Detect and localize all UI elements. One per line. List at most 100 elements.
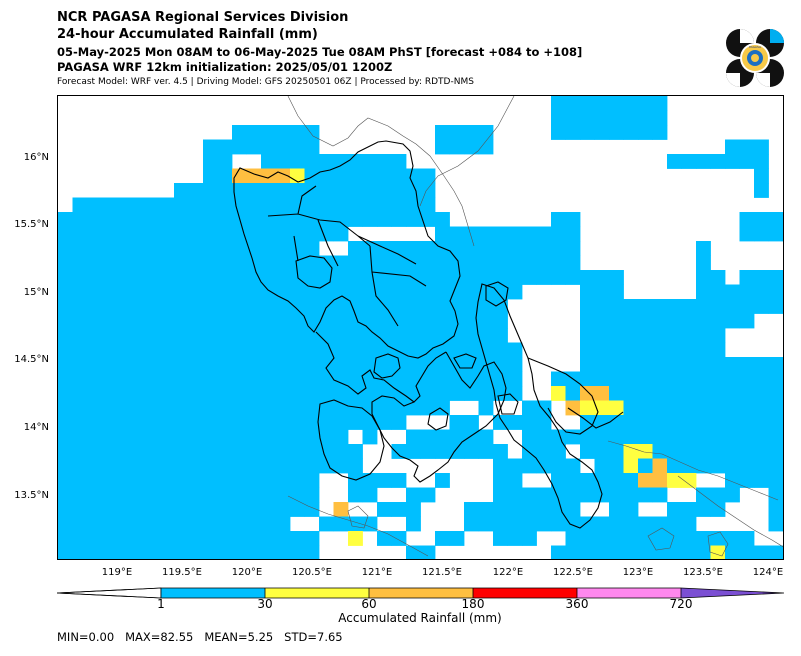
rainfall-cell [275, 197, 291, 213]
rainfall-cell [261, 386, 276, 401]
rainfall-cell [667, 386, 682, 401]
rainfall-cell [507, 487, 523, 503]
rainfall-cell [58, 284, 73, 300]
rainfall-cell [101, 197, 117, 213]
rainfall-cell [159, 357, 175, 372]
colorbar-tick: 30 [257, 597, 273, 611]
colorbar-segment [161, 588, 265, 598]
rainfall-cell [609, 415, 624, 430]
lon-label: 123°E [622, 567, 654, 578]
rainfall-cell [464, 357, 479, 372]
rainfall-cell [754, 183, 769, 198]
rainfall-cell [101, 313, 117, 329]
rainfall-cell [623, 487, 639, 503]
rainfall-cell [116, 458, 131, 474]
rainfall-cell [377, 415, 392, 430]
rainfall-cell [203, 328, 218, 343]
rainfall-cell [275, 429, 291, 445]
rainfall-cell [768, 400, 783, 416]
rainfall-cell [145, 545, 160, 559]
rainfall-map[interactable] [57, 95, 784, 560]
rainfall-cell [739, 458, 755, 474]
rainfall-cell [290, 154, 305, 169]
rainfall-cell [188, 342, 204, 358]
rainfall-cell [551, 110, 566, 126]
rainfall-cell [725, 371, 740, 387]
rainfall-cell [159, 473, 175, 488]
lon-label: 120°E [231, 567, 263, 578]
colorbar-min-extension [57, 587, 162, 599]
rainfall-cell [594, 458, 610, 474]
rainfall-cell [203, 183, 218, 198]
rainfall-cell [87, 516, 102, 532]
rainfall-cell [507, 342, 523, 358]
rainfall-cell [783, 386, 784, 401]
rainfall-cell [783, 299, 784, 314]
rainfall-cell [333, 415, 349, 430]
rainfall-cell [725, 284, 740, 300]
laguna-lake [373, 353, 401, 379]
rainfall-cell [551, 255, 566, 271]
rainfall-cell [609, 458, 624, 474]
rainfall-cell [783, 488, 784, 503]
colorbar-max-extension [681, 588, 784, 598]
rainfall-cell [522, 415, 537, 430]
rainfall-cell [319, 284, 334, 300]
rainfall-cell [580, 473, 595, 488]
rainfall-cell [188, 473, 204, 488]
rainfall-cell [333, 270, 349, 285]
rainfall-cell [87, 444, 102, 459]
rainfall-cell [580, 531, 595, 546]
rainfall-cell [145, 531, 160, 546]
rainfall-cell [652, 96, 668, 111]
rainfall-cell [420, 487, 436, 503]
rainfall-cell [348, 270, 363, 285]
rainfall-cell [319, 444, 334, 459]
rainfall-cell [696, 415, 711, 430]
rainfall-cell [696, 371, 711, 387]
rainfall-cell [580, 400, 595, 416]
rainfall-cell [725, 400, 740, 416]
rainfall-cell [101, 444, 117, 459]
rainfall-cell [783, 357, 784, 372]
rainfall-cell [449, 284, 465, 300]
rainfall-cell [435, 299, 450, 314]
rainfall-cell [87, 284, 102, 300]
rainfall-cell [623, 357, 639, 372]
rainfall-cell [623, 125, 639, 140]
rainfall-cell [493, 284, 508, 300]
rainfall-cell [391, 415, 407, 430]
rainfall-cell [188, 415, 204, 430]
rainfall-cell [290, 458, 305, 474]
rainfall-cell [580, 357, 595, 372]
rainfall-cell [246, 531, 262, 546]
rainfall-cell [203, 400, 218, 416]
rainfall-cell [290, 429, 305, 445]
rainfall-cell [420, 357, 436, 372]
rainfall-cell [290, 139, 305, 155]
rainfall-cell [754, 371, 769, 387]
rainfall-cell [188, 444, 204, 459]
rainfall-cell [464, 125, 479, 140]
rainfall-cell [377, 197, 392, 213]
rainfall-cell [652, 357, 668, 372]
rainfall-cell [72, 284, 88, 300]
rainfall-cell [319, 458, 334, 474]
rainfall-cell [362, 371, 378, 387]
rainfall-cell [203, 487, 218, 503]
rainfall-cell [710, 415, 726, 430]
rainfall-cell [174, 473, 189, 488]
rainfall-cell [565, 516, 581, 532]
rainfall-cell [464, 226, 479, 242]
lat-label: 15°N [23, 287, 49, 298]
rainfall-cell [391, 444, 407, 459]
colorbar [57, 587, 785, 599]
rainfall-cell [681, 531, 697, 546]
rainfall-cell [159, 415, 175, 430]
rainfall-cell [362, 487, 378, 503]
rainfall-cell [362, 357, 378, 372]
rainfall-cell [377, 212, 392, 227]
rainfall-cell [623, 400, 639, 416]
rainfall-cell [203, 197, 218, 213]
rainfall-cell [275, 139, 291, 155]
